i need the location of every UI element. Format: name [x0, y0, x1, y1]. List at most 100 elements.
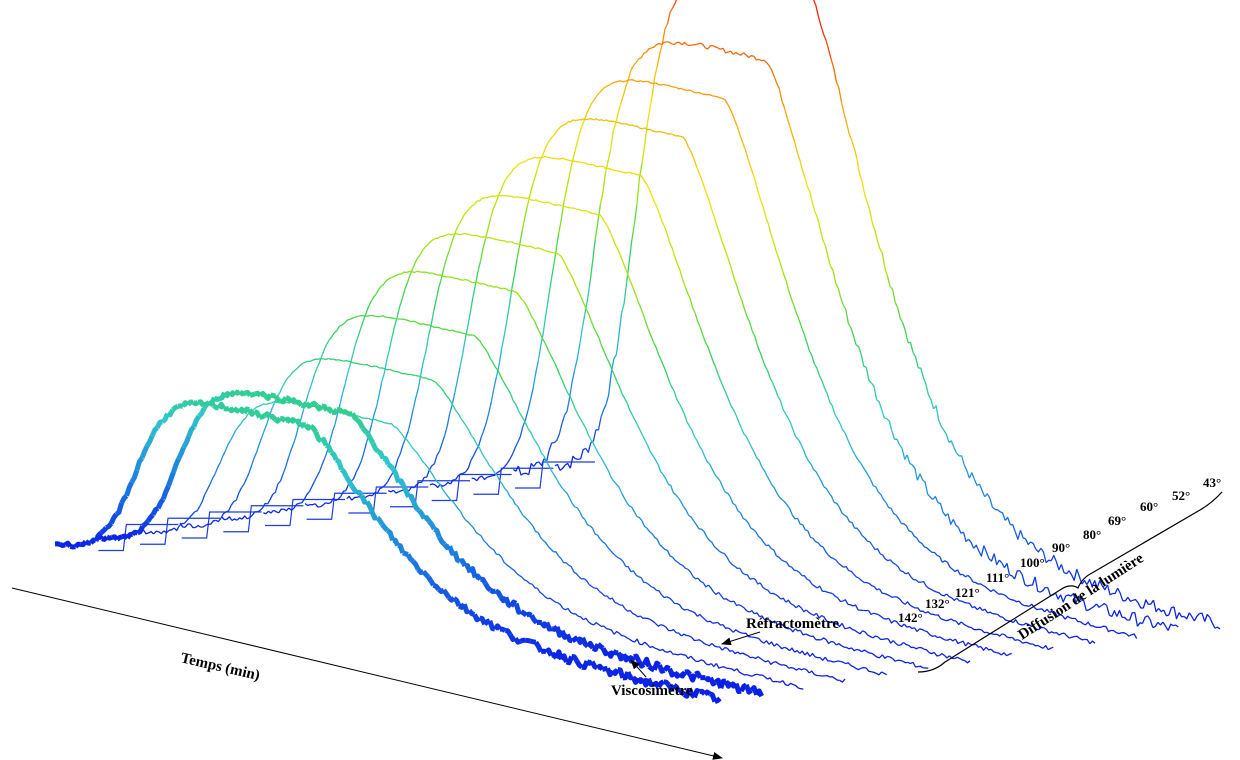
trace-segment [474, 261, 482, 286]
trace-segment [674, 256, 681, 271]
trace-segment [830, 59, 837, 82]
trace-segment [312, 358, 319, 361]
trace-segment [808, 670, 815, 675]
trace-segment [1022, 641, 1028, 644]
trace-segment [180, 400, 190, 408]
trace-segment [493, 286, 499, 289]
trace-segment [550, 251, 556, 254]
trace-segment [845, 309, 852, 329]
trace-segment [778, 88, 786, 108]
trace-segment [757, 656, 764, 661]
trace-segment [173, 525, 180, 532]
trace-segment [453, 233, 459, 235]
trace-segment [834, 677, 840, 682]
trace-segment [983, 545, 990, 560]
trace-segment [1084, 638, 1091, 645]
trace-segment [590, 321, 598, 334]
trace-segment [574, 343, 581, 370]
trace-segment [687, 568, 694, 577]
trace-segment [677, 561, 684, 567]
trace-segment [631, 205, 638, 242]
trace-segment [854, 527, 861, 532]
trace-segment [941, 560, 948, 563]
trace-segment [919, 628, 925, 632]
trace-segment [503, 596, 513, 609]
trace-segment [220, 511, 227, 519]
trace-segment [985, 646, 992, 651]
trace-segment [718, 550, 725, 555]
trace-segment [513, 291, 520, 296]
trace-segment [475, 531, 482, 537]
trace-segment [421, 569, 431, 579]
trace-segment [987, 611, 994, 615]
trace-segment [902, 322, 909, 343]
trace-segment [427, 311, 435, 337]
trace-segment [706, 93, 713, 97]
trace-segment [452, 550, 462, 564]
trace-segment [547, 597, 554, 601]
trace-segment [343, 318, 350, 324]
trace-segment [584, 519, 591, 527]
trace-segment [873, 586, 880, 591]
trace-segment [627, 274, 634, 289]
trace-segment [727, 627, 734, 633]
trace-segment [1075, 595, 1082, 604]
trace-segment [884, 558, 891, 562]
trace-segment [573, 571, 580, 578]
trace-segment [378, 420, 385, 424]
trace-segment [861, 649, 868, 653]
trace-segment [842, 599, 849, 605]
trace-segment [1029, 576, 1036, 586]
trace-segment [105, 521, 114, 530]
trace-segment [408, 486, 415, 492]
trace-segment [951, 597, 958, 602]
trace-segment [598, 119, 605, 122]
trace-segment [904, 601, 911, 606]
trace-segment [665, 84, 672, 88]
trace-segment [390, 274, 397, 279]
trace-segment [753, 55, 760, 61]
trace-segment [757, 673, 763, 676]
trace-segment [805, 633, 811, 637]
angle-trace [304, 232, 971, 664]
trace-segment [415, 374, 421, 378]
trace-segment [738, 52, 744, 56]
trace-segment [134, 456, 145, 472]
trace-segment [467, 608, 476, 617]
trace-segment [789, 628, 796, 633]
trace-segment [491, 467, 498, 476]
trace-segment [888, 618, 895, 624]
trace-segment [767, 223, 775, 242]
trace-segment [438, 267, 445, 288]
trace-segment [599, 590, 606, 597]
trace-segment [710, 207, 718, 225]
trace-segment [354, 328, 362, 345]
trace-segment [566, 206, 572, 209]
trace-segment [820, 25, 827, 41]
trace-segment [494, 588, 504, 599]
trace-segment [115, 534, 123, 542]
trace-segment [651, 44, 658, 49]
angle-labels: 43°52°60°69°80°90°100°111°121°132°142° [898, 475, 1221, 625]
trace-segment [864, 537, 871, 543]
trace-segment [918, 646, 925, 650]
trace-segment [313, 363, 320, 378]
trace-segment [313, 431, 323, 444]
trace-segment [542, 539, 549, 547]
trace-segment [618, 170, 624, 173]
trace-segment [369, 511, 378, 521]
trace-segment [583, 578, 590, 586]
trace-segment [723, 553, 731, 563]
trace-segment [515, 162, 522, 168]
trace-segment [671, 41, 678, 46]
trace-segment [871, 652, 878, 658]
trace-segment [829, 265, 837, 284]
trace-segment [707, 620, 714, 624]
trace-segment [592, 212, 598, 216]
trace-segment [374, 365, 380, 369]
trace-segment [966, 625, 972, 629]
trace-segment [429, 470, 436, 480]
trace-segment [1086, 607, 1092, 612]
trace-segment [968, 538, 975, 549]
trace-segment [614, 79, 621, 83]
